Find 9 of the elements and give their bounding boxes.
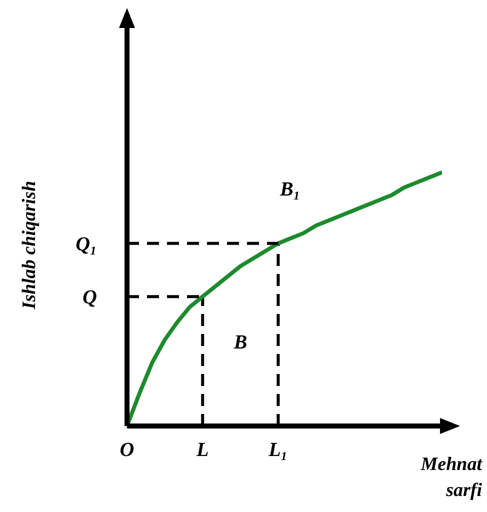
y-axis-title: Ishlab chiqarish bbox=[19, 180, 41, 310]
x-tick-label: L bbox=[195, 439, 209, 461]
series-label: Q₁ bbox=[76, 233, 97, 256]
x-tick-label: O bbox=[120, 439, 134, 461]
series-label: Q bbox=[82, 286, 97, 309]
x-axis-title: Mehnat sarfi bbox=[420, 453, 482, 503]
annotation: B₁ bbox=[279, 178, 300, 200]
annotation: B bbox=[232, 332, 248, 354]
x-tick-label: L₁ bbox=[268, 439, 288, 461]
